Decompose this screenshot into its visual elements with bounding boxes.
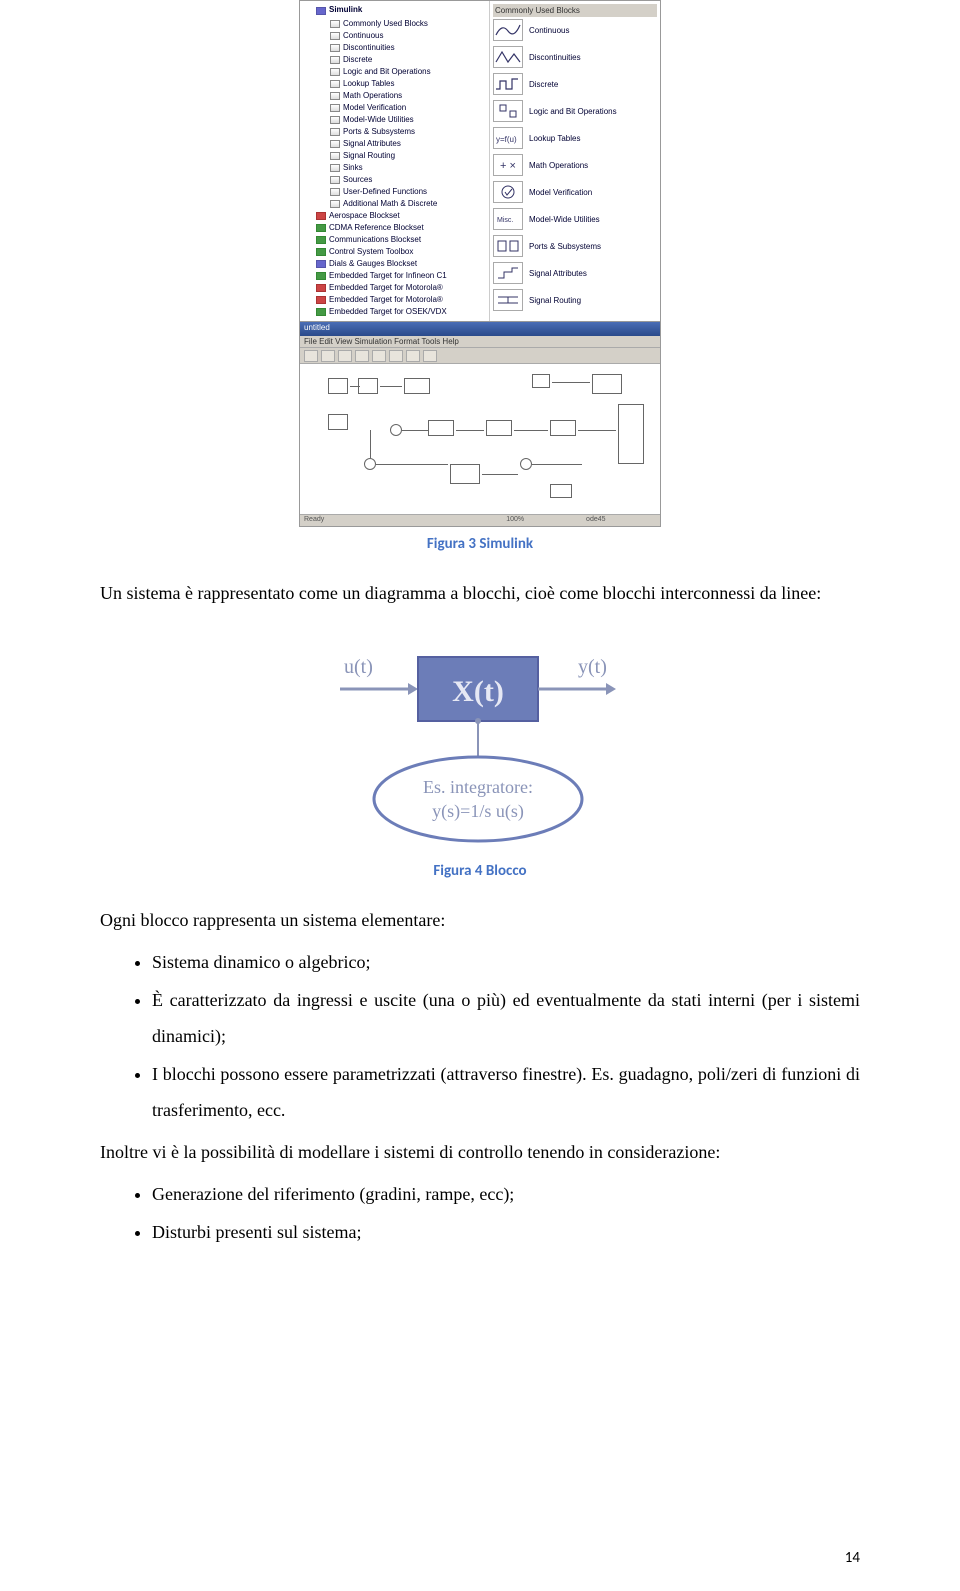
block-preview-item: + ×Math Operations	[493, 154, 657, 176]
tree-blockset-item: Dials & Gauges Blockset	[302, 258, 487, 270]
tree-blockset-item: Communications Blockset	[302, 234, 487, 246]
model-canvas	[300, 364, 658, 514]
tree-blockset-item: Embedded Target for Motorola®	[302, 282, 487, 294]
blocco-output-label: y(t)	[578, 656, 607, 678]
tree-item: Signal Attributes	[302, 138, 487, 150]
block-icon	[493, 100, 523, 122]
model-titlebar: untitled	[300, 322, 660, 336]
caption-figura-3: Figura 3 Simulink	[100, 535, 860, 553]
block-preview-item: Signal Attributes	[493, 262, 657, 284]
figure-3-simulink: Simulink Commonly Used BlocksContinuousD…	[100, 0, 860, 527]
tree-item: User-Defined Functions	[302, 186, 487, 198]
block-preview-item: Discontinuities	[493, 46, 657, 68]
paragraph-1: Un sistema è rappresentato come un diagr…	[100, 575, 860, 611]
block-preview-item: Signal Routing	[493, 289, 657, 311]
bullet-item: I blocchi possono essere parametrizzati …	[152, 1056, 860, 1128]
block-icon: Misc.	[493, 208, 523, 230]
svg-text:y=f(u): y=f(u)	[496, 135, 517, 144]
tree-item: Continuous	[302, 30, 487, 42]
tree-item: Discontinuities	[302, 42, 487, 54]
blocco-state-label: X(t)	[452, 675, 504, 708]
blocco-note-line1: Es. integratore:	[423, 777, 533, 797]
blocco-note-line2: y(s)=1/s u(s)	[432, 801, 524, 822]
tree-blockset-item: Embedded Target for OSEK/VDX	[302, 306, 487, 318]
block-preview-item: Discrete	[493, 73, 657, 95]
block-preview-item: Continuous	[493, 19, 657, 41]
paragraph-3: Inoltre vi è la possibilità di modellare…	[100, 1134, 860, 1170]
svg-text:Misc.: Misc.	[497, 217, 513, 224]
tree-item: Discrete	[302, 54, 487, 66]
block-icon	[493, 181, 523, 203]
block-preview-item: Logic and Bit Operations	[493, 100, 657, 122]
tree-item: Commonly Used Blocks	[302, 18, 487, 30]
tree-blockset-item: Control System Toolbox	[302, 246, 487, 258]
blocks-title: Commonly Used Blocks	[493, 4, 657, 17]
simulink-blocks-panel: Commonly Used Blocks Continuous Discontin…	[490, 1, 660, 321]
block-preview-item: Ports & Subsystems	[493, 235, 657, 257]
block-icon	[493, 19, 523, 41]
tree-root: Simulink	[329, 4, 362, 16]
block-icon	[493, 73, 523, 95]
tree-blockset-item: Aerospace Blockset	[302, 210, 487, 222]
tree-item: Model-Wide Utilities	[302, 114, 487, 126]
tree-item: Logic and Bit Operations	[302, 66, 487, 78]
tree-item: Signal Routing	[302, 150, 487, 162]
block-preview-item: Misc.Model-Wide Utilities	[493, 208, 657, 230]
bullet-item: Generazione del riferimento (gradini, ra…	[152, 1176, 860, 1212]
simulink-model-window: untitled File Edit View Simulation Forma…	[299, 322, 661, 527]
tree-item: Additional Math & Discrete	[302, 198, 487, 210]
blocco-input-label: u(t)	[344, 656, 373, 678]
figure-4-blocco: u(t) X(t) y(t) Es. integratore: y(s)=1/s…	[100, 629, 860, 854]
tree-item: Sources	[302, 174, 487, 186]
bullet-item: È caratterizzato da ingressi e uscite (u…	[152, 982, 860, 1054]
model-status: Ready 100% ode45	[300, 514, 660, 526]
tree-item: Model Verification	[302, 102, 487, 114]
bullet-list-2: Generazione del riferimento (gradini, ra…	[100, 1176, 860, 1250]
model-menubar: File Edit View Simulation Format Tools H…	[300, 336, 660, 348]
paragraph-2: Ogni blocco rappresenta un sistema eleme…	[100, 902, 860, 938]
block-preview-item: y=f(u)Lookup Tables	[493, 127, 657, 149]
bullet-item: Disturbi presenti sul sistema;	[152, 1214, 860, 1250]
block-icon: y=f(u)	[493, 127, 523, 149]
tree-item: Math Operations	[302, 90, 487, 102]
bullet-item: Sistema dinamico o algebrico;	[152, 944, 860, 980]
block-icon	[493, 289, 523, 311]
block-icon	[493, 235, 523, 257]
svg-text:+ ×: + ×	[500, 160, 516, 172]
bullet-list-1: Sistema dinamico o algebrico;È caratteri…	[100, 944, 860, 1128]
model-toolbar	[300, 348, 660, 364]
tree-item: Sinks	[302, 162, 487, 174]
tree-item: Ports & Subsystems	[302, 126, 487, 138]
caption-figura-4: Figura 4 Blocco	[100, 862, 860, 880]
block-icon	[493, 262, 523, 284]
block-icon	[493, 46, 523, 68]
block-icon: + ×	[493, 154, 523, 176]
tree-blockset-item: Embedded Target for Motorola®	[302, 294, 487, 306]
tree-blockset-item: CDMA Reference Blockset	[302, 222, 487, 234]
tree-item: Lookup Tables	[302, 78, 487, 90]
tree-blockset-item: Embedded Target for Infineon C1	[302, 270, 487, 282]
block-preview-item: Model Verification	[493, 181, 657, 203]
simulink-tree-panel: Simulink Commonly Used BlocksContinuousD…	[300, 1, 490, 321]
page-number: 14	[845, 1549, 860, 1567]
